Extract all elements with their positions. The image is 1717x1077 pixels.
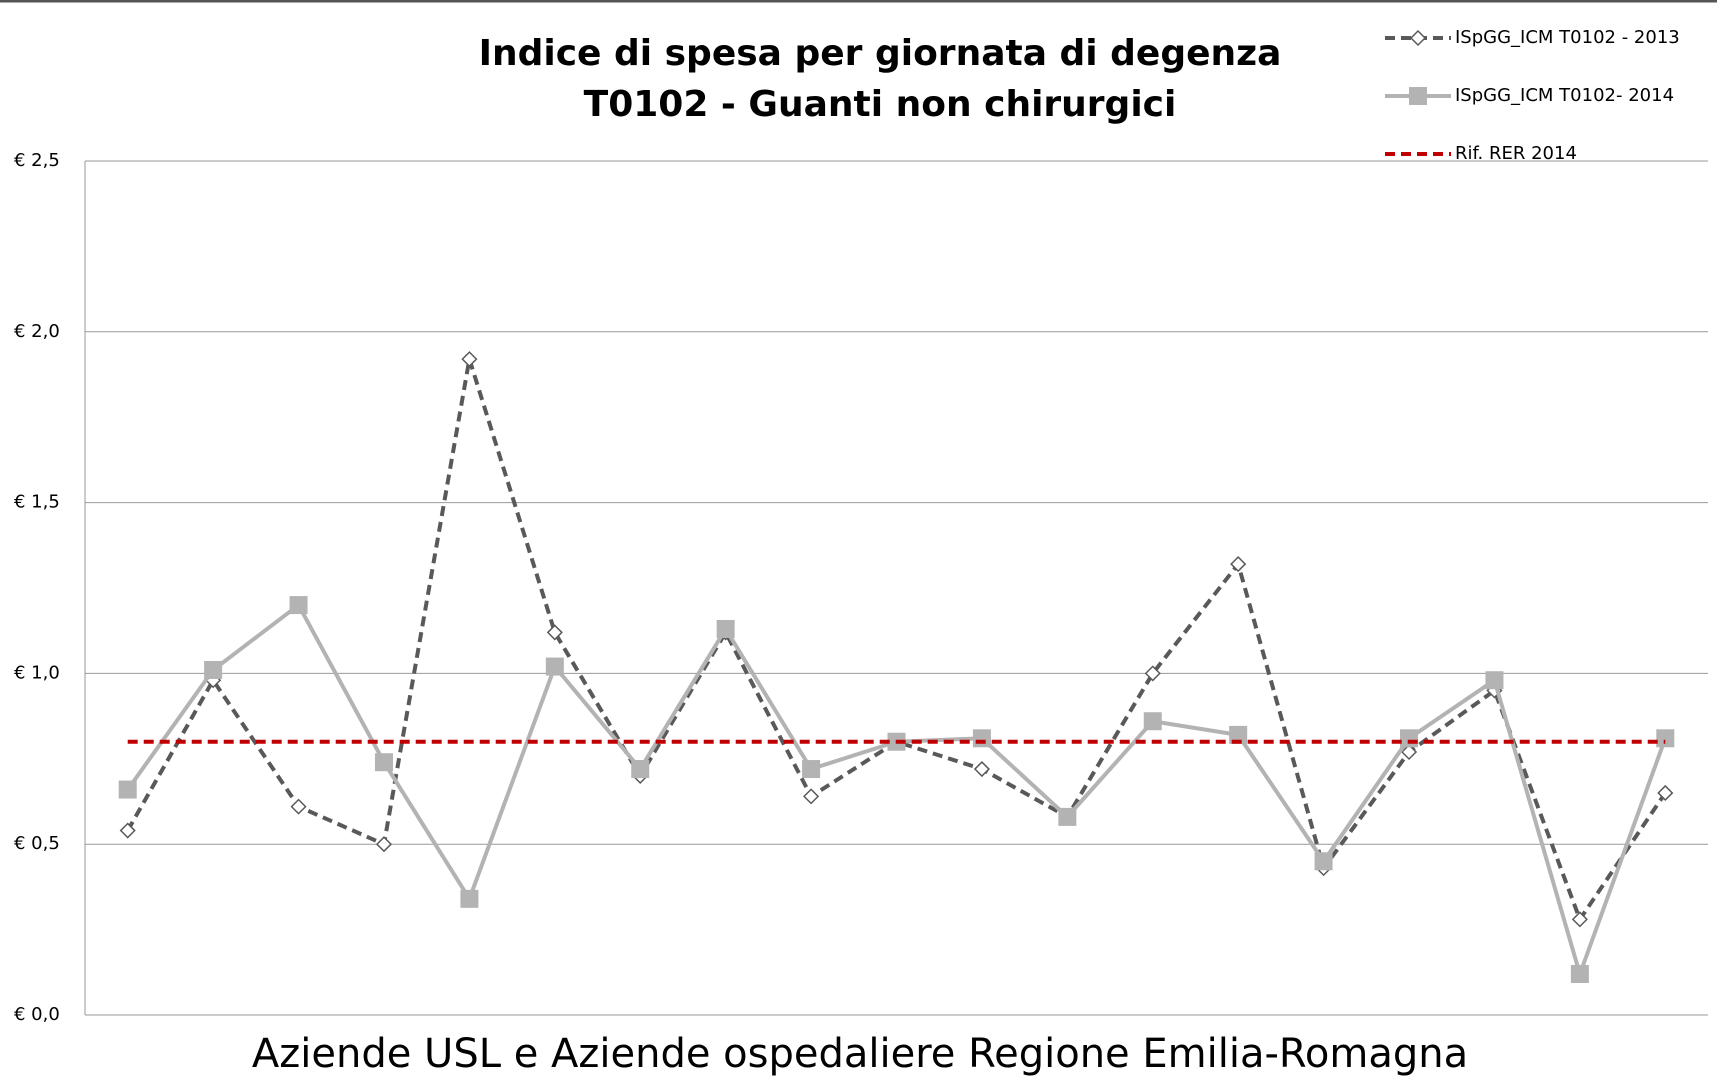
point-marker — [290, 798, 307, 815]
legend-label: Rif. RER 2014 — [1455, 143, 1577, 164]
y-tick-label: € 1,0 — [14, 662, 60, 683]
point-marker — [118, 780, 137, 799]
point-marker — [1400, 729, 1419, 748]
point-marker — [1144, 665, 1161, 682]
point-marker — [1230, 556, 1247, 573]
point-marker — [972, 729, 991, 748]
y-tick-label: € 1,5 — [14, 492, 60, 513]
point-marker — [204, 660, 223, 679]
point-marker — [1571, 911, 1588, 928]
point-marker — [375, 836, 393, 853]
x-axis-label: Aziende USL e Aziende ospedaliere Region… — [252, 1031, 1468, 1077]
chart-title: Indice di spesa per giornata di degenza — [479, 33, 1282, 74]
point-marker — [460, 889, 479, 908]
point-marker — [1570, 965, 1589, 984]
point-marker — [802, 760, 821, 779]
point-marker — [716, 619, 735, 638]
point-marker — [119, 822, 136, 839]
legend-label: ISpGG_ICM T0102- 2014 — [1455, 85, 1674, 106]
point-marker — [1058, 807, 1077, 826]
point-marker — [374, 753, 393, 772]
chart-subtitle: T0102 - Guanti non chirurgici — [584, 84, 1177, 125]
legend-marker — [1409, 87, 1427, 105]
legend-marker — [1409, 29, 1427, 47]
point-marker — [1229, 725, 1248, 744]
point-marker — [545, 657, 564, 676]
point-marker — [1656, 729, 1675, 748]
point-marker — [1143, 712, 1162, 731]
y-tick-label: € 2,5 — [14, 150, 60, 171]
y-tick-label: € 0,5 — [14, 833, 60, 854]
point-marker — [289, 596, 308, 615]
point-marker — [973, 760, 990, 778]
point-marker — [1657, 784, 1674, 802]
y-tick-label: € 2,0 — [14, 321, 60, 342]
point-marker — [631, 760, 650, 779]
point-marker — [461, 351, 478, 368]
point-marker — [1400, 743, 1418, 761]
point-marker — [1314, 852, 1333, 871]
point-marker — [803, 788, 820, 805]
legend-label: ISpGG_ICM T0102 - 2013 — [1455, 27, 1680, 48]
point-marker — [546, 624, 563, 641]
y-tick-label: € 0,0 — [14, 1004, 60, 1025]
point-marker — [1485, 671, 1504, 690]
